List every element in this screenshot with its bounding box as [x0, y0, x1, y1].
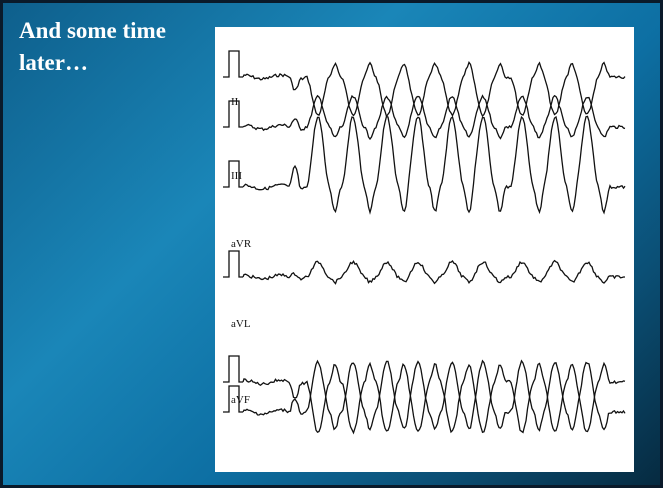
- lead-label: aVR: [231, 238, 252, 250]
- lead-label: III: [231, 170, 242, 182]
- slide: And some time later… IIIIIaVRaVLaVF: [0, 0, 663, 488]
- slide-title: And some time later…: [19, 15, 209, 79]
- lead-label: aVL: [231, 318, 251, 330]
- lead-label: aVF: [231, 394, 250, 406]
- lead-label: II: [231, 96, 239, 108]
